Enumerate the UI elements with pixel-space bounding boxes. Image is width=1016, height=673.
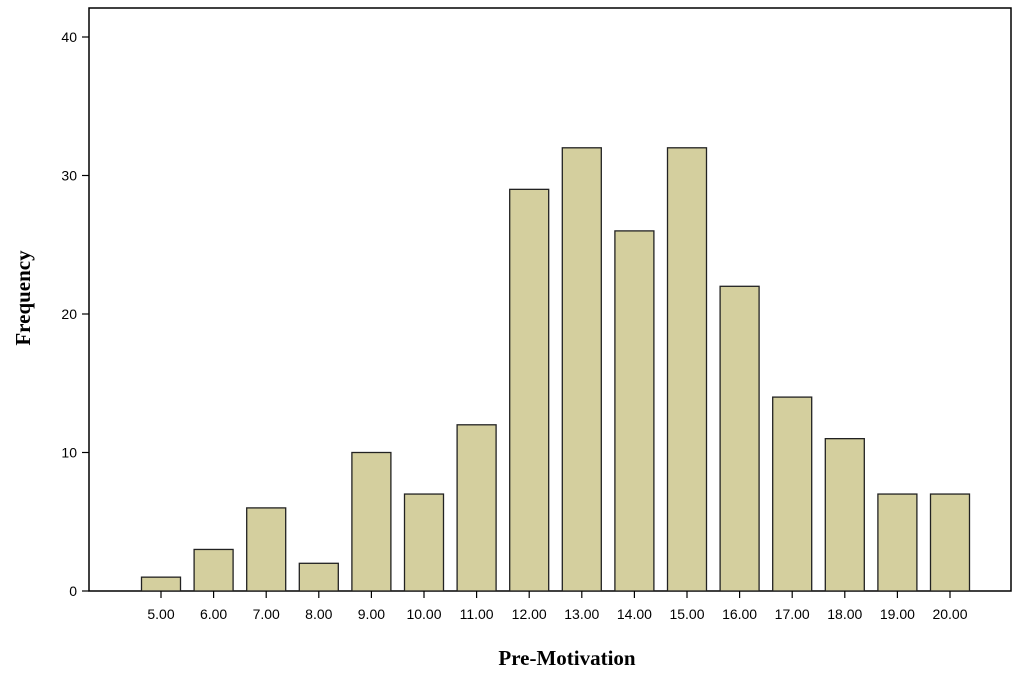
bar-7.00 [246,507,287,592]
y-axis-title: Frequency [11,250,35,346]
x-tick-label: 19.00 [880,606,915,622]
bar-18.00 [824,437,865,592]
y-tick-label: 0 [69,583,77,599]
y-axis: 0 10 20 30 40 [61,29,89,599]
bar-16.00 [719,285,760,592]
x-tick-label: 5.00 [147,606,174,622]
y-tick-label: 30 [61,168,77,184]
x-tick-label: 16.00 [722,606,757,622]
y-tick-label: 40 [61,29,77,45]
bar-19.00 [877,493,918,592]
bar-15.00 [666,147,708,592]
bar-9.00 [351,451,392,592]
bars [140,147,971,592]
x-tick-label: 15.00 [669,606,704,622]
x-tick-label: 14.00 [617,606,652,622]
x-tick-label: 20.00 [932,606,967,622]
bar-17.00 [772,396,813,592]
bar-13.00 [561,147,602,592]
x-tick-label: 13.00 [564,606,599,622]
y-tick-label: 20 [61,306,77,322]
bar-8.00 [298,562,339,592]
x-tick-label: 12.00 [512,606,547,622]
bar-6.00 [193,548,234,592]
bar-11.00 [456,424,497,592]
bar-5.00 [140,576,182,592]
y-tick-label: 10 [61,445,77,461]
bar-12.00 [509,188,550,592]
x-tick-label: 17.00 [775,606,810,622]
x-tick-label: 8.00 [305,606,332,622]
x-tick-label: 11.00 [460,606,494,622]
bar-10.00 [403,493,445,592]
plot-frame [88,7,1012,592]
x-tick-label: 6.00 [200,606,227,622]
x-tick-label: 18.00 [827,606,862,622]
x-tick-label: 7.00 [253,606,280,622]
x-axis: 5.00 6.00 7.00 8.00 9.00 10.00 11.00 12.00 13.00… [147,591,968,622]
bar-14.00 [614,230,655,592]
x-tick-label: 9.00 [358,606,385,622]
x-axis-title: Pre-Motivation [498,646,636,670]
bar-20.00 [929,493,971,592]
x-tick-label: 10.00 [406,606,441,622]
